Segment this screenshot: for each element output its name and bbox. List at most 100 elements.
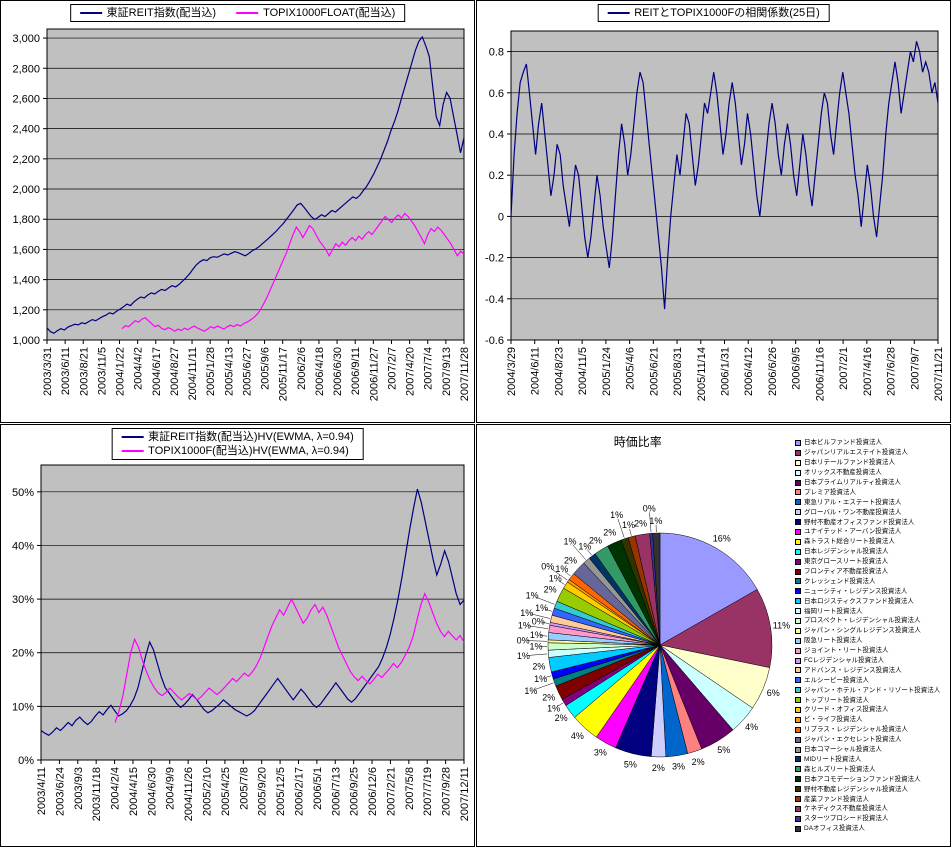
- legend-item: 東証REIT指数(配当込): [79, 6, 216, 20]
- legend-swatch: [795, 667, 801, 674]
- legend-swatch: [795, 697, 801, 704]
- svg-text:2004/8/23: 2004/8/23: [553, 347, 565, 396]
- legend-swatch: [795, 617, 801, 624]
- svg-text:2004/6/30: 2004/6/30: [146, 767, 158, 816]
- legend-swatch: [795, 558, 801, 565]
- legend-swatch: [795, 805, 801, 812]
- series-line-marker: [607, 12, 630, 14]
- svg-text:2007/4/16: 2007/4/16: [862, 347, 874, 396]
- svg-text:2005/1/28: 2005/1/28: [205, 347, 217, 396]
- svg-text:2006/5/1: 2006/5/1: [312, 767, 324, 810]
- panel-reit-index: 東証REIT指数(配当込) TOPIX1000FLOAT(配当込) 3,000 2…: [0, 0, 475, 423]
- pie-legend-item: リプラス・レジデンシャル投資法人: [795, 725, 947, 735]
- svg-text:2004/9/9: 2004/9/9: [165, 767, 177, 810]
- legend-swatch: [795, 756, 801, 763]
- svg-text:0%: 0%: [517, 635, 530, 645]
- svg-text:2005/4/13: 2005/4/13: [223, 347, 235, 396]
- legend-swatch: [795, 726, 801, 733]
- svg-text:2%: 2%: [634, 519, 647, 529]
- svg-text:2006/4/18: 2006/4/18: [314, 347, 326, 396]
- legend-label: 森トラスト総合リート投資法人: [804, 538, 895, 546]
- reit-index-legend: 東証REIT指数(配当込) TOPIX1000FLOAT(配当込): [69, 4, 406, 22]
- legend-item: 東証REIT指数(配当込)HV(EWMA, λ=0.94): [121, 430, 354, 444]
- series-line-marker: [121, 450, 144, 452]
- legend-label: ユナイテッド・アーバン投資法人: [804, 528, 902, 536]
- svg-text:2005/7/8: 2005/7/8: [238, 767, 250, 810]
- svg-text:4%: 4%: [571, 731, 584, 741]
- legend-swatch: [795, 736, 801, 743]
- pie-legend-item: 日本ロジスティクスファンド投資法人: [795, 596, 947, 606]
- svg-text:2,600: 2,600: [12, 93, 40, 105]
- legend-swatch: [795, 528, 801, 535]
- svg-text:2%: 2%: [564, 556, 577, 566]
- pie-legend-item: ジャパン・シングルレジデンス投資法人: [795, 626, 947, 636]
- svg-text:2007/7/19: 2007/7/19: [422, 767, 434, 816]
- pie-legend-item: ジョイント・リート投資法人: [795, 646, 947, 656]
- svg-text:2005/9/20: 2005/9/20: [257, 767, 269, 816]
- legend-swatch: [795, 479, 801, 486]
- svg-text:2003/11/5: 2003/11/5: [96, 347, 108, 395]
- legend-swatch: [795, 459, 801, 466]
- legend-swatch: [795, 776, 801, 783]
- legend-label: ジャパン・エクセレント投資法人: [804, 736, 902, 744]
- pie-legend-item: 日本プライムリアルティ投資法人: [795, 478, 947, 488]
- svg-text:2,200: 2,200: [12, 154, 40, 166]
- legend-swatch: [795, 509, 801, 516]
- legend-label: ニューシティ・レジデンス投資法人: [804, 587, 908, 595]
- legend-swatch: [795, 598, 801, 605]
- svg-text:2006/4/12: 2006/4/12: [743, 347, 755, 396]
- svg-text:0: 0: [498, 211, 504, 223]
- legend-label: オリックス不動産投資法人: [804, 469, 882, 477]
- svg-text:2007/2/7: 2007/2/7: [386, 347, 398, 390]
- legend-item: TOPIX1000F(配当込)HV(EWMA, λ=0.94): [121, 444, 349, 458]
- legend-swatch: [795, 706, 801, 713]
- svg-text:0%: 0%: [541, 561, 554, 571]
- svg-text:0%: 0%: [532, 617, 545, 627]
- pie-legend-item: グローバル・ワン不動産投資法人: [795, 507, 947, 517]
- pie-legend-item: 野村不動産オフィスファンド投資法人: [795, 517, 947, 527]
- svg-text:2%: 2%: [544, 585, 557, 595]
- svg-text:-0.6: -0.6: [485, 335, 504, 347]
- legend-swatch: [795, 815, 801, 822]
- svg-text:2,800: 2,800: [12, 63, 40, 75]
- svg-text:2007/9/28: 2007/9/28: [441, 767, 453, 816]
- panel-market-cap-pie: 時価比率 16% 11% 6% 4% 5% 2% 3% 2% 5% 3% 4% 2% 1% 2% 1% 1% 2…: [476, 424, 951, 847]
- pie-legend-item: DAオフィス投資法人: [795, 824, 947, 834]
- svg-text:1,000: 1,000: [12, 335, 40, 347]
- legend-item: REITとTOPIX1000Fの相関係数(25日): [607, 6, 820, 20]
- svg-text:2003/3/31: 2003/3/31: [42, 347, 54, 396]
- legend-label: 日本プライムリアルティ投資法人: [804, 479, 901, 486]
- pie-legend-item: 日本ビルファンド投資法人: [795, 438, 947, 448]
- svg-text:20%: 20%: [12, 648, 34, 660]
- svg-text:1%: 1%: [555, 564, 568, 574]
- svg-text:-0.4: -0.4: [485, 294, 504, 306]
- panel-correlation: REITとTOPIX1000Fの相関係数(25日) 0.8 0.6 0.4 0.2 0 -…: [476, 0, 951, 423]
- svg-text:1%: 1%: [564, 537, 577, 547]
- legend-label: 野村不動産レジデンシャル投資法人: [804, 785, 908, 793]
- svg-text:1%: 1%: [520, 608, 533, 618]
- legend-label: プレミア投資法人: [804, 488, 856, 496]
- svg-text:1,600: 1,600: [12, 244, 40, 256]
- svg-text:2007/7/4: 2007/7/4: [423, 347, 435, 390]
- pie-legend-item: ビ・ライフ投資法人: [795, 715, 947, 725]
- legend-label: ジョイント・リート投資法人: [804, 647, 889, 655]
- legend-label: フロンティア不動産投資法人: [804, 568, 889, 576]
- svg-text:2004/3/29: 2004/3/29: [506, 347, 518, 396]
- svg-text:2006/7/13: 2006/7/13: [330, 767, 342, 816]
- legend-swatch: [795, 608, 801, 615]
- legend-label: REITとTOPIX1000Fの相関係数(25日): [634, 7, 820, 19]
- svg-text:6%: 6%: [767, 688, 780, 698]
- svg-text:0.4: 0.4: [489, 129, 504, 141]
- legend-label: TOPIX1000FLOAT(配当込): [263, 7, 396, 19]
- svg-text:2007/2/1: 2007/2/1: [838, 347, 850, 390]
- svg-text:2006/6/30: 2006/6/30: [332, 347, 344, 396]
- svg-text:2004/4/15: 2004/4/15: [128, 767, 140, 816]
- legend-label: エルシーピー投資法人: [804, 676, 869, 684]
- svg-text:2007/6/28: 2007/6/28: [886, 347, 898, 396]
- svg-text:2005/6/21: 2005/6/21: [648, 347, 660, 396]
- pie-legend-item: 日本レジデンシャル投資法人: [795, 547, 947, 557]
- svg-text:2005/6/27: 2005/6/27: [241, 347, 253, 396]
- legend-label: 日本アコモデーションファンド投資法人: [804, 775, 921, 783]
- svg-text:2007/5/8: 2007/5/8: [404, 767, 416, 810]
- legend-label: 日本リテールファンド投資法人: [804, 459, 895, 467]
